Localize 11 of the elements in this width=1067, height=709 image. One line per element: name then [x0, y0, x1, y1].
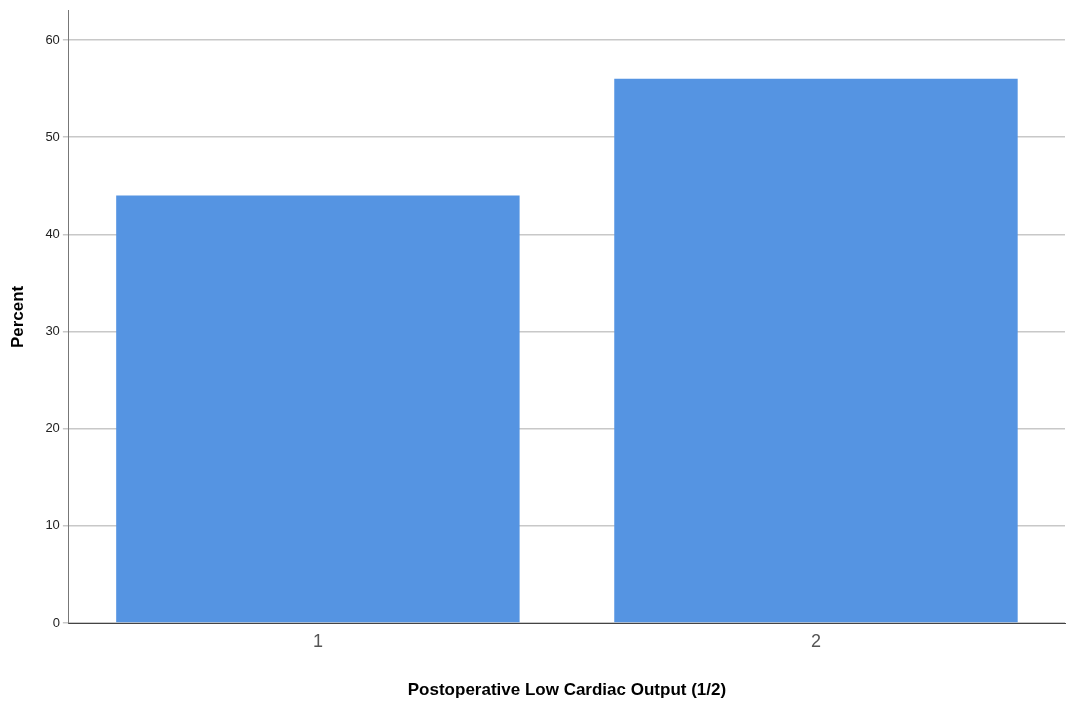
x-tick-label: 2 — [810, 630, 821, 651]
x-axis-title: Postoperative Low Cardiac Output (1/2) — [407, 680, 727, 700]
y-tick-label: 50 — [45, 128, 60, 144]
y-tick-label: 30 — [45, 323, 60, 339]
y-tick-label: 0 — [52, 614, 60, 630]
y-tick-label: 20 — [45, 420, 60, 436]
y-axis-title: Percent — [7, 285, 27, 349]
y-tick-label: 60 — [45, 31, 60, 47]
y-tick-label: 10 — [45, 517, 60, 533]
x-tick-label: 1 — [312, 630, 323, 651]
y-tick-label: 40 — [45, 225, 60, 241]
